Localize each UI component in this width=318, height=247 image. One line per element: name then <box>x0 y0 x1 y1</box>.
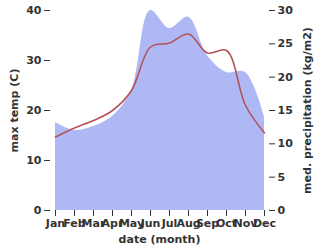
svg-text:20: 20 <box>278 71 294 84</box>
svg-text:Dec: Dec <box>253 217 276 230</box>
svg-text:May: May <box>118 217 145 231</box>
svg-text:30: 30 <box>278 4 294 17</box>
svg-text:max temp (C): max temp (C) <box>8 69 21 153</box>
svg-text:10: 10 <box>278 137 294 150</box>
svg-text:Mar: Mar <box>81 217 106 231</box>
svg-text:Feb: Feb <box>63 217 86 231</box>
svg-text:date (month): date (month) <box>119 233 201 246</box>
svg-text:40: 40 <box>26 4 42 17</box>
svg-text:Sep: Sep <box>195 217 220 231</box>
svg-text:10: 10 <box>26 154 42 167</box>
svg-text:5: 5 <box>278 171 286 184</box>
svg-text:Aug: Aug <box>176 217 201 231</box>
svg-text:30: 30 <box>26 54 42 67</box>
svg-text:25: 25 <box>278 37 293 50</box>
svg-text:Apr: Apr <box>101 217 124 231</box>
svg-text:20: 20 <box>26 104 42 117</box>
svg-text:Jan: Jan <box>45 217 65 230</box>
svg-text:0: 0 <box>34 204 42 217</box>
svg-text:15: 15 <box>278 104 293 117</box>
svg-text:Oct: Oct <box>215 217 238 231</box>
svg-text:Jul: Jul <box>161 217 178 230</box>
svg-text:Jun: Jun <box>140 217 161 230</box>
svg-text:0: 0 <box>278 204 286 217</box>
svg-text:Nov: Nov <box>233 217 258 231</box>
svg-text:med. precipitation (kg/m2): med. precipitation (kg/m2) <box>301 27 314 194</box>
